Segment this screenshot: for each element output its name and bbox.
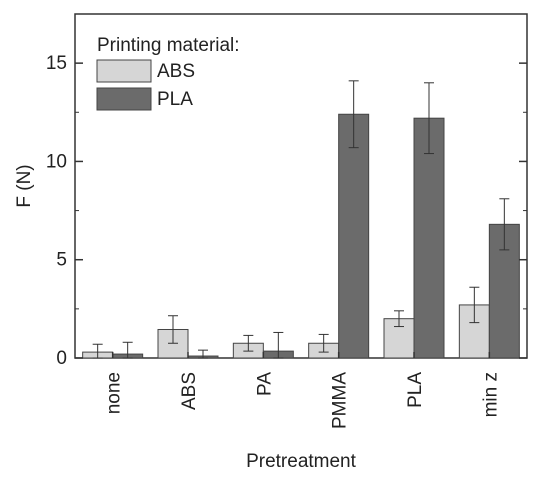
legend: Printing material: ABS PLA bbox=[96, 35, 240, 111]
plot-area bbox=[74, 13, 528, 359]
y-tick-label: 15 bbox=[46, 53, 67, 74]
bar-pla-pla bbox=[413, 117, 445, 359]
legend-swatch-pla bbox=[96, 87, 152, 111]
y-tick-label: 5 bbox=[56, 250, 67, 271]
y-tick-label: 0 bbox=[56, 348, 67, 369]
plot-frame bbox=[74, 13, 528, 359]
x-tick-label: PMMA bbox=[330, 372, 351, 429]
error-bars bbox=[92, 80, 510, 359]
axes: 0 5 10 15 none ABS PA PMMA PLA min z bbox=[46, 53, 527, 429]
legend-label-abs: ABS bbox=[157, 61, 195, 82]
bar-pla-pmma bbox=[338, 113, 370, 359]
x-tick-label: none bbox=[104, 372, 125, 414]
legend-swatch-abs bbox=[96, 59, 152, 83]
x-tick-label: PLA bbox=[405, 372, 426, 408]
legend-label-pla: PLA bbox=[157, 89, 193, 110]
y-tick-label: 10 bbox=[46, 151, 67, 172]
x-tick-label: ABS bbox=[179, 372, 200, 410]
x-tick-label: min z bbox=[480, 372, 501, 417]
y-axis-title: F (N) bbox=[14, 164, 35, 207]
x-axis-title: Pretreatment bbox=[246, 451, 357, 472]
bars bbox=[82, 113, 520, 359]
x-tick-label: PA bbox=[254, 372, 275, 396]
legend-title: Printing material: bbox=[97, 35, 240, 56]
